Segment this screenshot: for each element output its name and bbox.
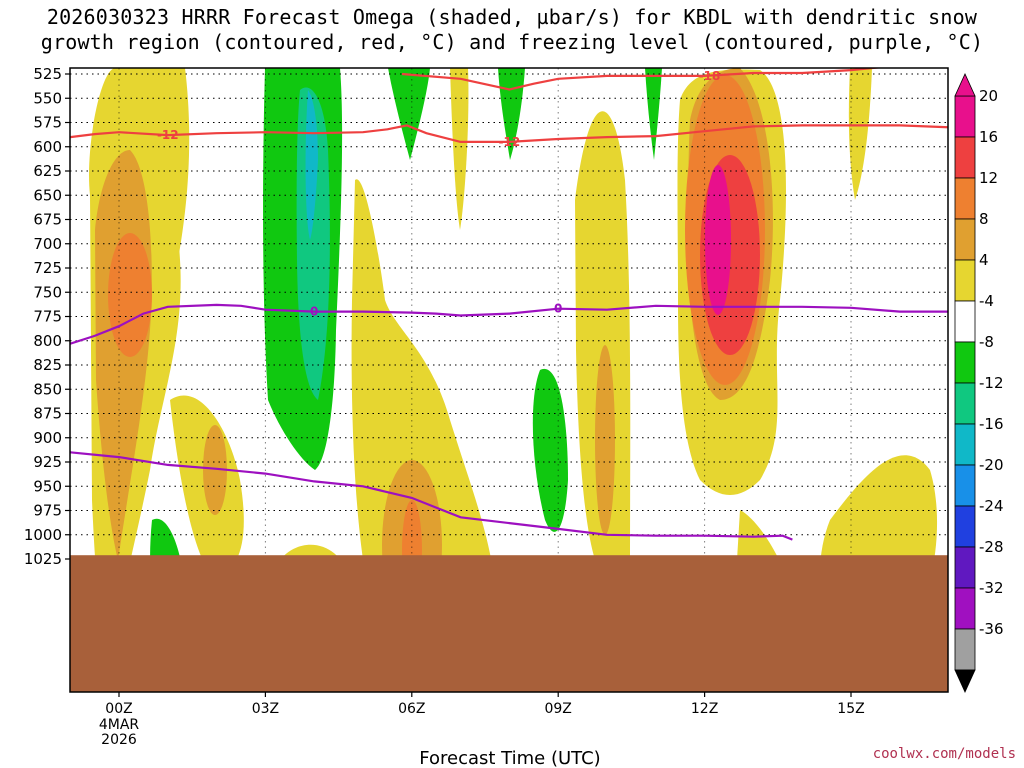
chart-title-line-1: 2026030323 HRRR Forecast Omega (shaded, … (46, 5, 978, 29)
y-tick-label: 775 (33, 308, 62, 326)
omega-region-updraft-top-07z (450, 68, 469, 230)
y-tick-label: 525 (33, 65, 62, 83)
y-tick-label: 650 (33, 186, 62, 204)
x-axis-label: Forecast Time (UTC) (419, 748, 600, 768)
omega-region-small-updraft-2z-8 (203, 425, 227, 515)
dgz-contour-1 (70, 124, 948, 143)
colorbar-swatch (954, 177, 976, 220)
colorbar-swatch (954, 300, 976, 343)
omega-region-downdraft-top-06z (388, 68, 430, 160)
y-tick-label: 950 (33, 477, 62, 495)
colorbar-swatch (954, 464, 976, 507)
omega-region-left-updraft-12 (108, 233, 152, 357)
chart-title-line-2: growth region (contoured, red, °C) and f… (40, 30, 984, 54)
omega-region-updraft-12z-20 (705, 165, 731, 315)
colorbar-label: -32 (979, 579, 1004, 597)
y-tick-label: 850 (33, 380, 62, 398)
y-tick-label: 1000 (24, 526, 62, 544)
y-tick-label: 575 (33, 114, 62, 132)
colorbar-swatch (954, 218, 976, 261)
x-tick-label: 15Z (837, 701, 864, 717)
colorbar-swatch (954, 95, 976, 138)
colorbar-swatch (954, 136, 976, 179)
colorbar-label: 8 (979, 210, 989, 228)
colorbar-swatch (954, 628, 976, 671)
colorbar-label: 16 (979, 128, 998, 146)
y-tick-label: 700 (33, 235, 62, 253)
colorbar-label: -16 (979, 415, 1004, 433)
colorbar-swatch (954, 423, 976, 466)
omega-region-left-updraft-top (140, 68, 190, 260)
y-tick-label: 675 (33, 211, 62, 229)
freezing-level-contour-2 (70, 451, 793, 541)
freezing-label-2: 0 (554, 302, 562, 316)
colorbar-min-arrow (954, 669, 976, 693)
colorbar-max-arrow (954, 73, 976, 97)
colorbar-label: -4 (979, 292, 994, 310)
colorbar-label: 4 (979, 251, 989, 269)
axes: 525 550 575 600 625 650 675 700 725 750 775 800 825 8… (24, 65, 949, 748)
colorbar: 20 16 12 8 4 -4 -8 -12 -16 -20 -24 -28 -32 -36 (954, 73, 1004, 693)
dgz-label-1: -12 (157, 128, 179, 142)
y-tick-label: 825 (33, 356, 62, 374)
colorbar-label: -20 (979, 456, 1004, 474)
dgz-label-2: -12 (499, 135, 521, 149)
omega-region-downdraft-09z (532, 368, 568, 532)
dgz-label-3: -18 (699, 69, 721, 83)
date-label: 4MAR (99, 717, 140, 733)
plot-frame (69, 67, 949, 693)
colorbar-swatch (954, 382, 976, 425)
colorbar-swatch (954, 259, 976, 302)
y-tick-label: 725 (33, 259, 62, 277)
dgz-contour-2 (401, 68, 884, 91)
omega-region-downdraft-top-11z (645, 68, 662, 160)
y-tick-label: 550 (33, 89, 62, 107)
y-tick-label: 900 (33, 429, 62, 447)
x-tick-label: 06Z (398, 701, 425, 717)
omega-region-downdraft-top-08z (498, 68, 525, 160)
colorbar-label: -28 (979, 538, 1004, 556)
x-tick-label: 00Z (105, 701, 132, 717)
colorbar-swatch (954, 587, 976, 630)
x-tick-label: 12Z (691, 701, 718, 717)
freezing-label-1: 0 (310, 305, 318, 319)
omega-region-downdraft-03z-12 (305, 90, 318, 240)
x-tick-label: 09Z (544, 701, 571, 717)
colorbar-label: 20 (979, 87, 998, 105)
y-tick-label: 925 (33, 453, 62, 471)
y-tick-label: 875 (33, 405, 62, 423)
colorbar-swatch (954, 505, 976, 548)
omega-region-updraft-10z-8 (595, 345, 615, 535)
y-tick-label: 600 (33, 138, 62, 156)
colorbar-label: -24 (979, 497, 1004, 515)
y-tick-label: 800 (33, 332, 62, 350)
colorbar-label: -12 (979, 374, 1004, 392)
contour-lines: -12 -12 -18 0 0 (70, 68, 948, 541)
credit-text: coolwx.com/models (873, 746, 1016, 762)
omega-region-updraft-top-15z (848, 68, 872, 200)
colorbar-label: -36 (979, 620, 1004, 638)
colorbar-swatch (954, 546, 976, 589)
terrain-surface (70, 555, 948, 692)
date-label: 2026 (101, 732, 137, 748)
x-tick-label: 03Z (252, 701, 279, 717)
colorbar-label: -8 (979, 333, 994, 351)
y-tick-label: 625 (33, 162, 62, 180)
y-tick-label: 1025 (24, 550, 62, 568)
freezing-level-contour-1 (70, 303, 948, 345)
y-tick-label: 750 (33, 283, 62, 301)
gridlines (70, 68, 948, 692)
colorbar-label: 12 (979, 169, 998, 187)
y-tick-label: 975 (33, 502, 62, 520)
colorbar-swatch (954, 341, 976, 384)
